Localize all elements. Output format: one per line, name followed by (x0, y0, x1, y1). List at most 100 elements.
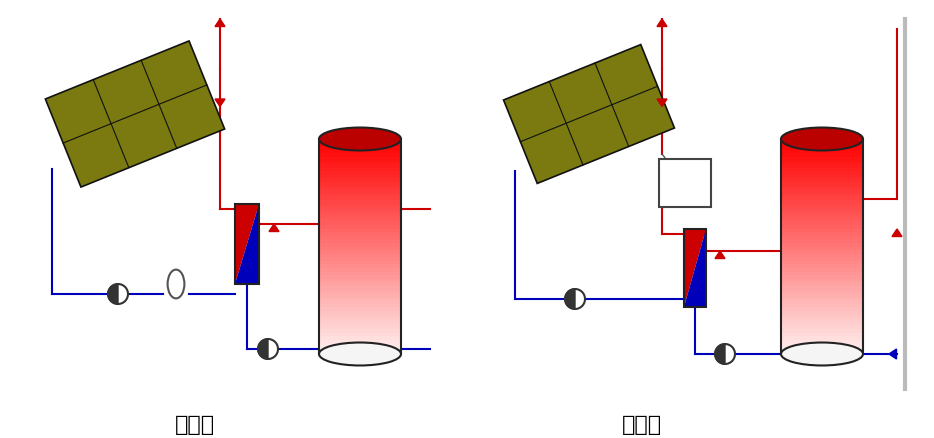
Ellipse shape (167, 270, 184, 299)
Bar (319, 333, 401, 336)
Bar (781, 290, 863, 293)
Bar (781, 150, 863, 154)
Bar (319, 279, 401, 283)
Bar (781, 208, 863, 211)
Bar (319, 215, 401, 218)
Bar (319, 325, 401, 329)
Bar (319, 293, 401, 297)
Bar (319, 158, 401, 161)
Bar (781, 265, 863, 268)
Bar (781, 147, 863, 150)
Polygon shape (108, 284, 118, 304)
Polygon shape (684, 230, 706, 307)
Bar (319, 350, 401, 354)
Bar (319, 258, 401, 261)
Bar (319, 336, 401, 340)
Polygon shape (715, 251, 725, 259)
Bar (781, 215, 863, 218)
Bar (319, 311, 401, 315)
Bar (781, 293, 863, 297)
Bar (781, 308, 863, 311)
Bar (781, 186, 863, 190)
Bar (781, 176, 863, 179)
Polygon shape (889, 349, 897, 359)
Bar (781, 247, 863, 251)
Bar (319, 154, 401, 158)
Bar (781, 258, 863, 261)
Bar (319, 300, 401, 304)
Bar (319, 218, 401, 222)
Polygon shape (46, 42, 225, 187)
Bar (319, 286, 401, 290)
Bar (781, 179, 863, 183)
Bar (319, 183, 401, 186)
Bar (319, 272, 401, 276)
Bar (319, 165, 401, 168)
Bar (781, 336, 863, 340)
Bar (319, 140, 401, 143)
Polygon shape (215, 100, 225, 107)
Bar (319, 308, 401, 311)
Polygon shape (715, 344, 725, 364)
Bar (319, 168, 401, 172)
Bar (319, 201, 401, 204)
Polygon shape (684, 230, 706, 307)
Polygon shape (235, 205, 259, 284)
Bar (781, 350, 863, 354)
Bar (781, 318, 863, 322)
Bar (781, 304, 863, 308)
Bar (319, 268, 401, 272)
Bar (319, 143, 401, 147)
Bar (319, 244, 401, 247)
Text: 밀폐형: 밀폐형 (622, 414, 662, 434)
Bar (319, 329, 401, 333)
Bar (781, 226, 863, 229)
Polygon shape (215, 20, 225, 28)
Polygon shape (258, 339, 268, 359)
Bar (781, 197, 863, 201)
Bar (781, 261, 863, 265)
Bar (781, 322, 863, 325)
Bar (235, 205, 259, 284)
Bar (781, 161, 863, 165)
Bar (319, 304, 401, 308)
Bar (319, 208, 401, 211)
Bar (781, 154, 863, 158)
Bar (781, 168, 863, 172)
Bar (781, 193, 863, 197)
Bar (781, 222, 863, 226)
Bar (319, 240, 401, 244)
Bar (319, 147, 401, 150)
Bar (319, 261, 401, 265)
Bar (319, 254, 401, 258)
Polygon shape (657, 100, 667, 107)
Ellipse shape (319, 343, 401, 366)
Bar (781, 268, 863, 272)
Bar (319, 186, 401, 190)
Bar (319, 247, 401, 251)
Bar (781, 325, 863, 329)
Bar (781, 343, 863, 347)
Bar (781, 315, 863, 318)
Circle shape (565, 290, 585, 309)
Bar (781, 165, 863, 168)
Polygon shape (657, 20, 667, 28)
Bar (781, 286, 863, 290)
Bar (319, 318, 401, 322)
Bar (781, 172, 863, 176)
Bar (319, 265, 401, 268)
Bar (319, 204, 401, 208)
Bar (319, 150, 401, 154)
Bar (781, 297, 863, 300)
Bar (781, 244, 863, 247)
Bar (319, 190, 401, 193)
Bar (319, 229, 401, 233)
Bar (781, 340, 863, 343)
Bar (319, 193, 401, 197)
Bar (684, 230, 706, 307)
Bar (781, 229, 863, 233)
Bar (781, 236, 863, 240)
Bar (319, 297, 401, 300)
Circle shape (108, 284, 128, 304)
Bar (781, 347, 863, 350)
